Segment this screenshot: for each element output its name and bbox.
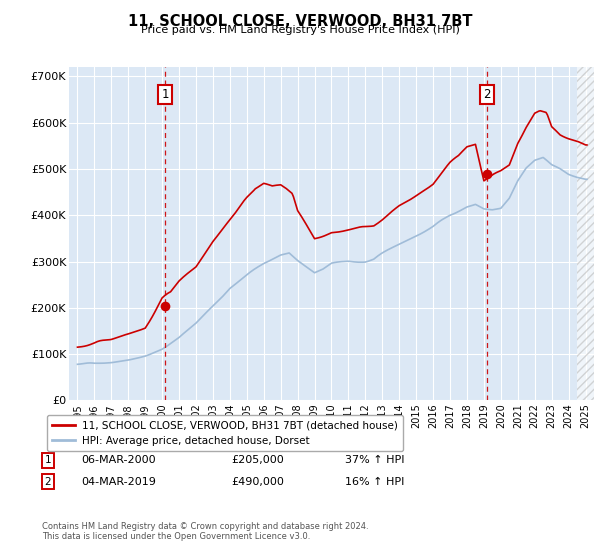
Bar [577, 67, 594, 400]
Text: 16% ↑ HPI: 16% ↑ HPI [345, 477, 404, 487]
Text: 04-MAR-2019: 04-MAR-2019 [81, 477, 156, 487]
Text: Price paid vs. HM Land Registry's House Price Index (HPI): Price paid vs. HM Land Registry's House … [140, 25, 460, 35]
Text: 11, SCHOOL CLOSE, VERWOOD, BH31 7BT: 11, SCHOOL CLOSE, VERWOOD, BH31 7BT [128, 14, 472, 29]
Text: 06-MAR-2000: 06-MAR-2000 [81, 455, 155, 465]
Text: 37% ↑ HPI: 37% ↑ HPI [345, 455, 404, 465]
Text: 1: 1 [44, 455, 52, 465]
Legend: 11, SCHOOL CLOSE, VERWOOD, BH31 7BT (detached house), HPI: Average price, detach: 11, SCHOOL CLOSE, VERWOOD, BH31 7BT (det… [47, 415, 403, 451]
Text: Contains HM Land Registry data © Crown copyright and database right 2024.
This d: Contains HM Land Registry data © Crown c… [42, 522, 368, 542]
Text: 2: 2 [44, 477, 52, 487]
Text: 1: 1 [161, 88, 169, 101]
Text: 2: 2 [483, 88, 491, 101]
Text: £205,000: £205,000 [231, 455, 284, 465]
Text: £490,000: £490,000 [231, 477, 284, 487]
